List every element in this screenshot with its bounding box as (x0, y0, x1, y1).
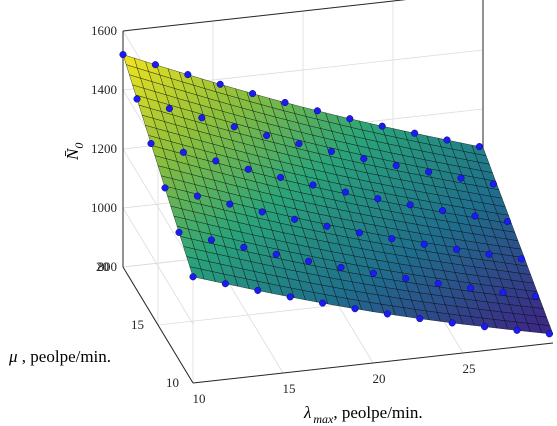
data-point (240, 243, 248, 251)
data-point (499, 288, 507, 296)
data-point (175, 228, 183, 236)
data-point (230, 123, 238, 131)
data-point (161, 184, 169, 192)
data-point (184, 71, 192, 79)
x-tick-label: 20 (373, 371, 386, 386)
data-point (323, 222, 331, 230)
z-tick-label: 1000 (91, 200, 117, 215)
data-point (151, 61, 159, 69)
z-tick-label: 1400 (91, 82, 117, 97)
data-point (305, 257, 313, 265)
data-point (416, 315, 424, 323)
data-point (402, 275, 410, 283)
data-point (420, 240, 428, 248)
data-point (481, 323, 489, 331)
y-axis-line (122, 266, 194, 384)
data-point (286, 293, 294, 301)
data-point (258, 208, 266, 216)
data-point (448, 319, 456, 327)
data-point (295, 140, 303, 148)
data-point (327, 147, 335, 155)
data-point (263, 131, 271, 140)
data-point (467, 284, 475, 292)
data-point (198, 114, 206, 122)
data-point (147, 139, 155, 148)
data-point (513, 326, 521, 334)
data-point (119, 51, 127, 59)
data-point (193, 192, 201, 200)
data-point (485, 250, 493, 258)
data-point (374, 195, 382, 203)
data-point (517, 255, 525, 263)
data-point (388, 235, 396, 243)
surface-mesh (122, 54, 554, 335)
axes (122, 0, 554, 384)
data-point (406, 201, 414, 209)
data-point (439, 207, 447, 215)
data-point (165, 104, 173, 113)
data-point (351, 305, 359, 313)
data-point (133, 95, 141, 103)
data-point (443, 136, 451, 144)
data-point (216, 80, 224, 88)
data-point (434, 279, 442, 288)
data-point (249, 90, 257, 98)
data-point (392, 161, 400, 170)
data-point (272, 250, 280, 258)
data-point (471, 212, 479, 220)
z-tick-label: 1600 (91, 23, 117, 38)
z-tick-label: 1200 (91, 141, 117, 156)
data-markers (119, 51, 553, 338)
data-point (309, 181, 317, 189)
data-point (545, 330, 553, 338)
data-point (313, 107, 321, 115)
data-point (457, 174, 465, 182)
data-point (337, 263, 345, 272)
data-point (378, 122, 386, 130)
x-tick-label: 25 (463, 361, 476, 376)
data-point (341, 188, 349, 196)
data-point (346, 115, 354, 123)
data-point (207, 236, 215, 244)
data-point (411, 129, 419, 137)
x-axis-label: λ max, peolpe/min. (303, 403, 423, 426)
data-point (475, 143, 483, 151)
data-point (221, 280, 229, 288)
x-tick-label: 15 (283, 381, 296, 396)
data-point (254, 286, 262, 294)
y-tick-label: 15 (131, 317, 144, 332)
data-point (179, 148, 187, 156)
data-point (503, 217, 511, 226)
x-tick-label: 10 (193, 391, 206, 406)
data-point (226, 200, 234, 208)
z-tick-label: 800 (98, 259, 118, 274)
top-back-edge (122, 0, 407, 32)
y-axis-label: μ , peolpe/min. (8, 347, 111, 366)
data-point (383, 310, 391, 318)
data-point (291, 215, 299, 223)
data-point (489, 180, 497, 188)
z-axis-label: N̄0 (63, 143, 86, 161)
data-point (531, 292, 539, 300)
data-point (244, 165, 252, 173)
grid-line (122, 207, 194, 325)
data-point (369, 269, 377, 277)
data-point (281, 98, 289, 107)
axis-labels: λ max, peolpe/min. μ , peolpe/min. N̄0 (8, 143, 423, 426)
data-point (453, 245, 461, 253)
data-point (355, 229, 363, 237)
y-tick-label: 10 (166, 375, 179, 390)
data-point (277, 173, 285, 181)
grid-line (122, 148, 194, 266)
x-axis-line (192, 342, 554, 384)
data-point (360, 155, 368, 163)
data-point (189, 273, 197, 281)
data-point (425, 168, 433, 176)
y-tick-label: 20 (96, 259, 109, 274)
data-point (319, 299, 327, 307)
data-point (212, 157, 220, 165)
